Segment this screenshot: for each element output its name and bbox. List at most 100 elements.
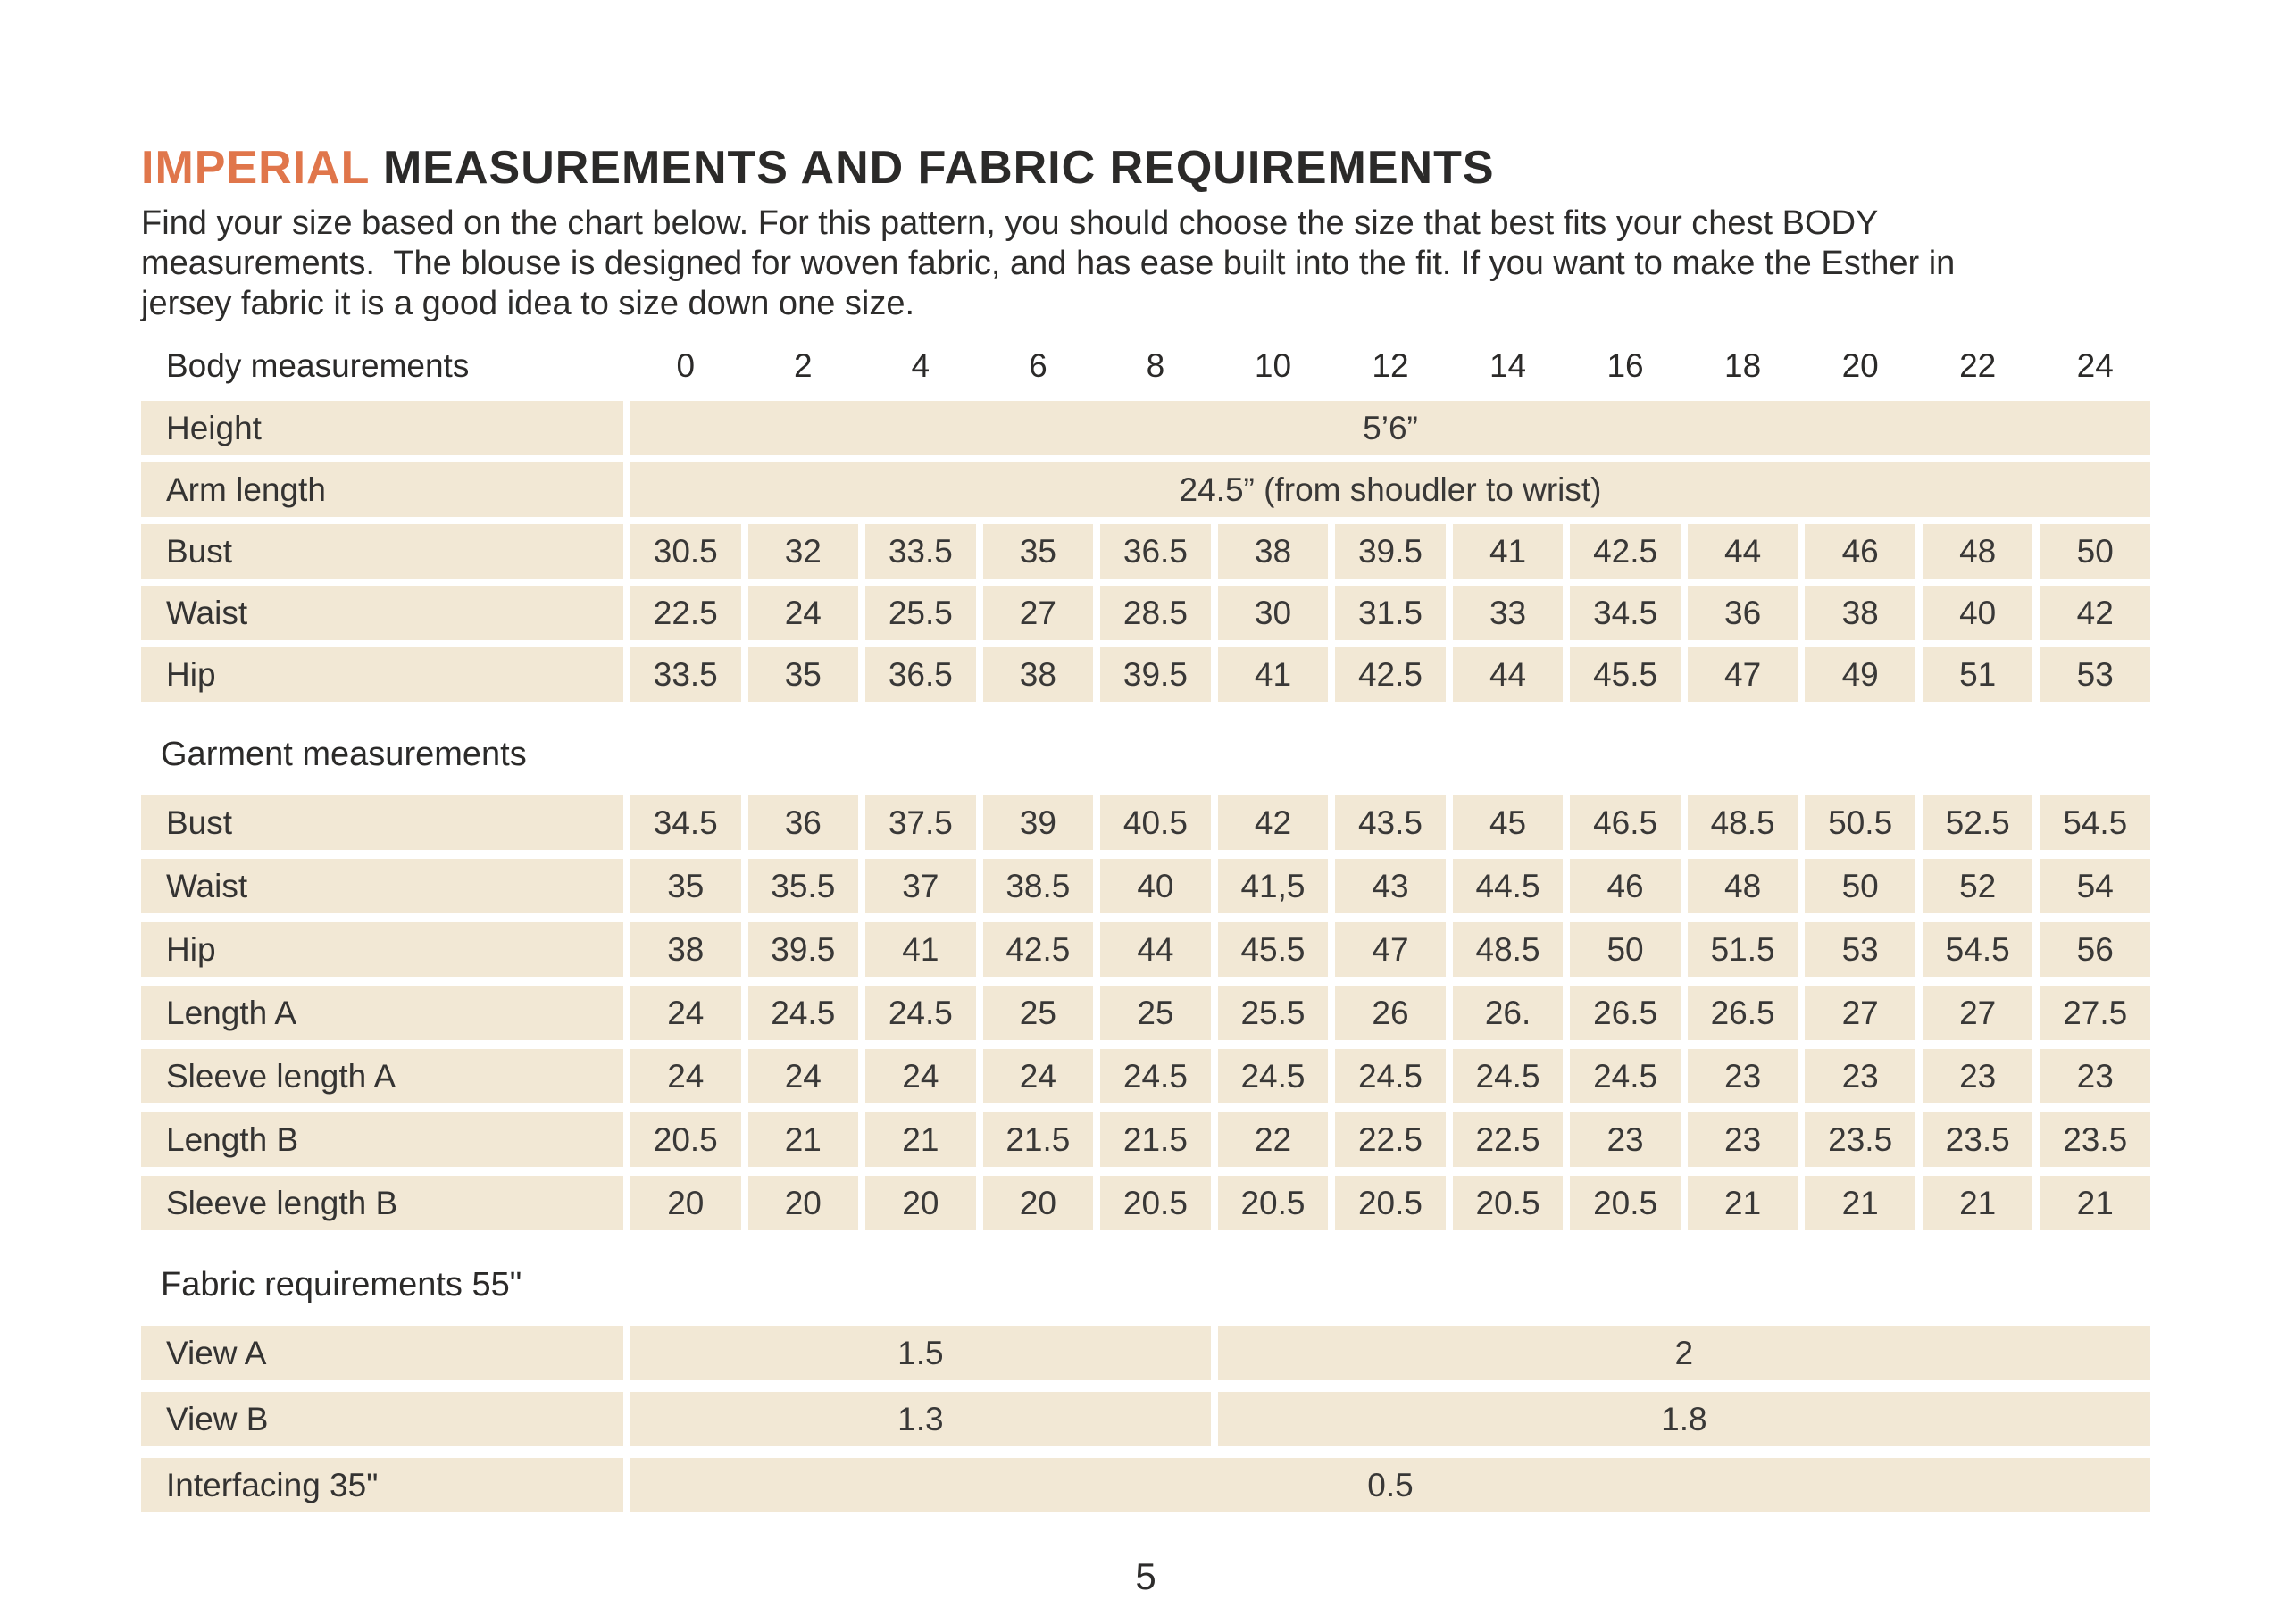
table-row: Interfacing 35" 0.5 — [141, 1458, 2150, 1512]
value-cell: 38 — [1217, 524, 1329, 579]
value-cell: 24 — [630, 986, 741, 1040]
value-cell: 37 — [865, 859, 976, 913]
value-cell: 41 — [1217, 647, 1329, 702]
value-cell: 38 — [1805, 586, 1915, 640]
table-row: Sleeve length B 20 20 20 20 20.5 20.5 20.5 20.5 2… — [141, 1176, 2150, 1230]
table-row: Length A 24 24.5 24.5 25 25 25.5 26 26. 26.5 26.5 2… — [141, 986, 2150, 1040]
table-row: Bust 30.5 32 33.5 35 36.5 38 39.5 41 42.5 44 46 48 50 — [141, 524, 2150, 579]
value-cell: 46.5 — [1570, 795, 1681, 850]
page-title: IMPERIAL MEASUREMENTS AND FABRIC REQUIRE… — [141, 141, 2153, 195]
value-cell: 52.5 — [1922, 795, 2033, 850]
value-cell: 33.5 — [865, 524, 976, 579]
value-cell: 34.5 — [630, 795, 741, 850]
row-label: Hip — [141, 647, 623, 702]
section-garment-measurements: Garment measurements Bust 34.5 36 37.5 39 40.5… — [141, 709, 2150, 1230]
value-cell: 39 — [982, 795, 1094, 850]
value-cell: 25 — [982, 986, 1094, 1040]
size-column-header: 12 — [1372, 347, 1409, 384]
row-label: View B — [141, 1392, 623, 1446]
size-column-header: 8 — [1146, 347, 1165, 384]
value-cell: 24.5 — [747, 986, 859, 1040]
value-cell: 24.5 — [1217, 1049, 1329, 1103]
value-cell: 49 — [1805, 647, 1915, 702]
value-cell: 21 — [1922, 1176, 2033, 1230]
value-cell: 54.5 — [1922, 922, 2033, 977]
value-cell: 40.5 — [1100, 795, 1211, 850]
intro-line-3: jersey fabric it is a good idea to size … — [141, 285, 915, 322]
value-cell: 39.5 — [1335, 524, 1446, 579]
value-cell: 27 — [982, 586, 1094, 640]
page-number: 5 — [1135, 1555, 1156, 1597]
value-cell: 39.5 — [747, 922, 859, 977]
page-content: IMPERIAL MEASUREMENTS AND FABRIC REQUIRE… — [141, 141, 2153, 1512]
value-cell: 26. — [1452, 986, 1564, 1040]
value-cell: 20.5 — [630, 1112, 741, 1167]
value-cell: 25.5 — [865, 586, 976, 640]
value-cell: 24 — [630, 1049, 741, 1103]
value-cell: 44.5 — [1452, 859, 1564, 913]
row-label: Sleeve length A — [141, 1049, 623, 1103]
value-cell: 32 — [747, 524, 859, 579]
value-cell: 44 — [1452, 647, 1564, 702]
value-cell: 43 — [1335, 859, 1446, 913]
value-cell: 36 — [747, 795, 859, 850]
table-row: Bust 34.5 36 37.5 39 40.5 42 43.5 45 46.5 48.5 50.5… — [141, 795, 2150, 850]
value-cell: 45.5 — [1570, 647, 1681, 702]
value-cell: 50 — [1570, 922, 1681, 977]
value-cell: 21 — [1805, 1176, 1915, 1230]
value-cell: 27 — [1805, 986, 1915, 1040]
value-cell: 1.8 — [1217, 1392, 2150, 1446]
intro-line-1: Find your size based on the chart below.… — [141, 204, 1879, 242]
value-cell: 48 — [1687, 859, 1798, 913]
table-row: Arm length 24.5” (from shoudler to wrist) — [141, 462, 2150, 517]
value-cell: 20.5 — [1452, 1176, 1564, 1230]
value-cell: 42.5 — [1335, 647, 1446, 702]
row-label: Height — [141, 401, 623, 455]
value-cell: 21.5 — [982, 1112, 1094, 1167]
value-cell: 0.5 — [630, 1458, 2150, 1512]
value-cell: 40 — [1100, 859, 1211, 913]
value-cell: 23 — [1570, 1112, 1681, 1167]
value-cell: 21 — [865, 1112, 976, 1167]
value-cell: 36 — [1687, 586, 1798, 640]
value-cell: 39.5 — [1100, 647, 1211, 702]
row-label: Bust — [141, 795, 623, 850]
page-title-rest: MEASUREMENTS AND FABRIC REQUIREMENTS — [382, 142, 1495, 194]
row-label: Length A — [141, 986, 623, 1040]
value-cell: 24.5” (from shoudler to wrist) — [630, 462, 2150, 517]
table-row: View A 1.5 2 — [141, 1326, 2150, 1380]
value-cell: 53 — [2040, 647, 2150, 702]
value-cell: 45 — [1452, 795, 1564, 850]
value-cell: 46 — [1805, 524, 1915, 579]
value-cell: 38 — [630, 922, 741, 977]
table-header-row: Body measurements 0 2 4 6 8 10 12 14 16 18 20 22 24 — [141, 344, 2150, 388]
value-cell: 24.5 — [1100, 1049, 1211, 1103]
value-cell: 51.5 — [1687, 922, 1798, 977]
section-body-measurements: Height 5’6” Arm length 24.5” (from shoudler… — [141, 401, 2150, 702]
value-cell: 25.5 — [1217, 986, 1329, 1040]
value-cell: 24.5 — [865, 986, 976, 1040]
value-cell: 51 — [1922, 647, 2033, 702]
value-cell: 53 — [1805, 922, 1915, 977]
value-cell: 35.5 — [747, 859, 859, 913]
value-cell: 21 — [1687, 1176, 1798, 1230]
value-cell: 23 — [2040, 1049, 2150, 1103]
size-column-header: 6 — [1029, 347, 1047, 384]
value-cell: 44 — [1100, 922, 1211, 977]
value-cell: 22.5 — [630, 586, 741, 640]
value-cell: 41,5 — [1217, 859, 1329, 913]
value-cell: 20.5 — [1335, 1176, 1446, 1230]
value-cell: 28.5 — [1100, 586, 1211, 640]
value-cell: 26.5 — [1687, 986, 1798, 1040]
value-cell: 33 — [1452, 586, 1564, 640]
size-column-header: 16 — [1606, 347, 1644, 384]
value-cell: 50 — [2040, 524, 2150, 579]
row-label: View A — [141, 1326, 623, 1380]
value-cell: 20 — [865, 1176, 976, 1230]
section-heading: Garment measurements — [161, 736, 527, 773]
value-cell: 25 — [1100, 986, 1211, 1040]
value-cell: 24.5 — [1570, 1049, 1681, 1103]
value-cell: 23 — [1922, 1049, 2033, 1103]
value-cell: 54 — [2040, 859, 2150, 913]
